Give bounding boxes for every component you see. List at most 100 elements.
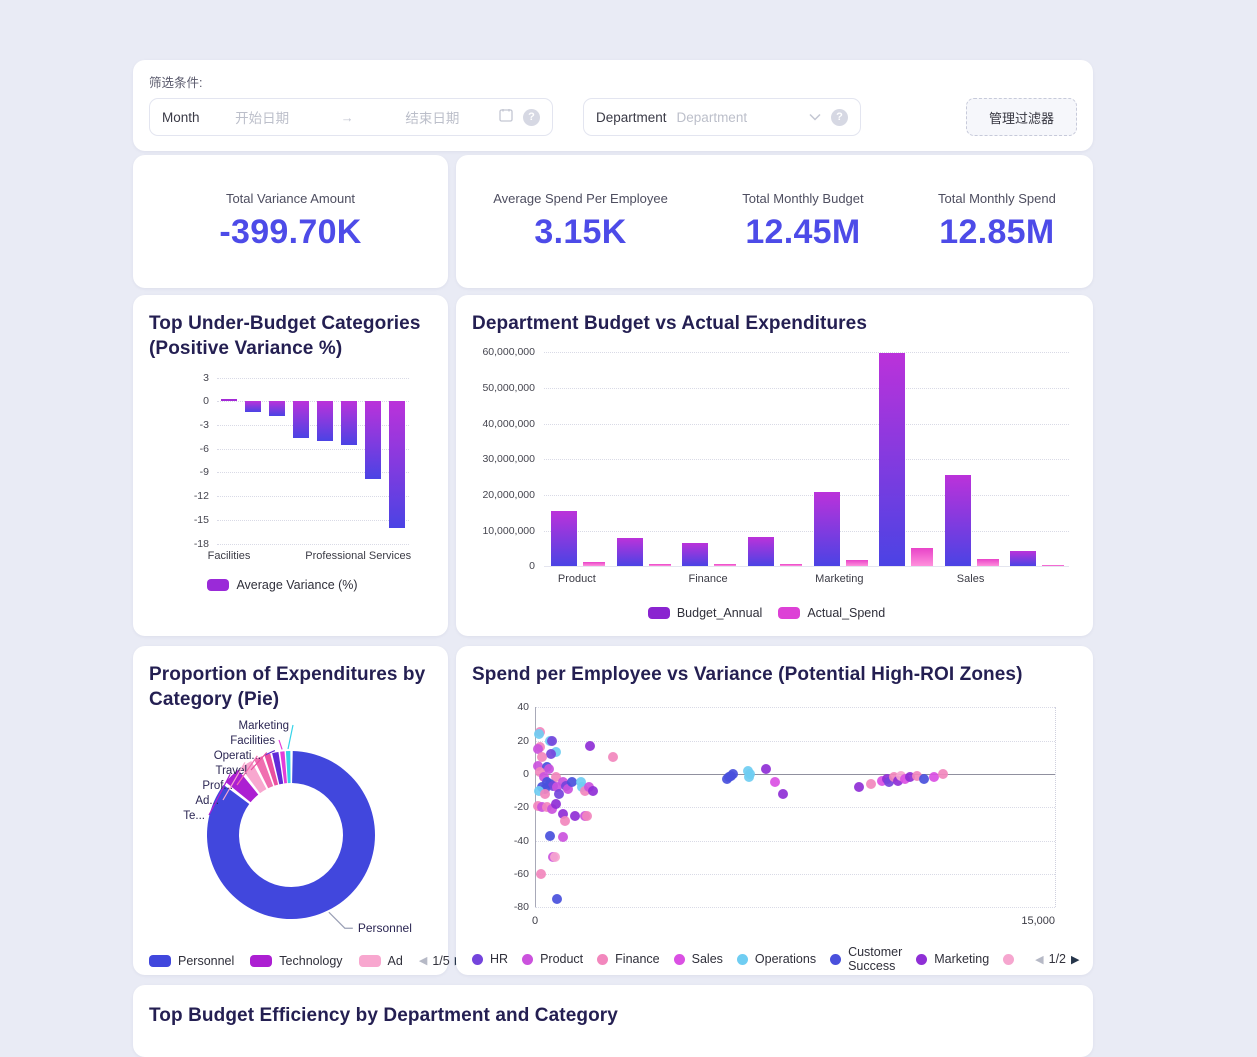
legend-item-Customer Success[interactable]: Customer Success xyxy=(830,945,902,973)
bar-budget-annual[interactable] xyxy=(1010,550,1037,567)
scatter-point-operations[interactable] xyxy=(533,728,544,739)
scatter-point-finance[interactable] xyxy=(536,868,547,879)
bar-budget-annual[interactable] xyxy=(944,475,971,567)
bar-average-variance[interactable] xyxy=(365,401,381,479)
bar-actual-spend[interactable] xyxy=(976,558,999,567)
legend-item-Operations[interactable]: Operations xyxy=(736,952,816,966)
scatter-point-finance[interactable] xyxy=(866,778,877,789)
legend-prev-icon[interactable]: ◀ xyxy=(1035,953,1044,966)
scatter-point-customer-success[interactable] xyxy=(552,893,563,904)
legend-item-Product[interactable]: Product xyxy=(522,952,583,966)
scatter-point-customer-success[interactable] xyxy=(727,768,738,779)
bar-actual-spend[interactable] xyxy=(1042,564,1065,567)
scatter-point-operations[interactable] xyxy=(743,772,754,783)
legend-item-Finance[interactable]: Finance xyxy=(597,952,660,966)
scatter-point-finance[interactable] xyxy=(937,768,948,779)
legend-item-Ad[interactable]: Ad xyxy=(358,954,403,968)
legend-item-Personnel[interactable]: Personnel xyxy=(149,954,234,968)
help-icon[interactable]: ? xyxy=(831,108,848,126)
donut-slice-marketing[interactable] xyxy=(285,750,291,783)
bar-average-variance[interactable] xyxy=(293,401,309,438)
bar-average-variance[interactable] xyxy=(245,401,261,412)
legend-prev-icon[interactable]: ◀ xyxy=(418,955,428,968)
legend-item-Technology[interactable]: Technology xyxy=(250,954,343,968)
scatter-point-marketing[interactable] xyxy=(585,740,596,751)
bar-actual-spend[interactable] xyxy=(583,561,605,567)
legend-next-icon[interactable]: ▶ xyxy=(1071,953,1080,966)
manage-filters-button[interactable]: 管理过滤器 xyxy=(965,98,1077,136)
donut-slice-personnel[interactable] xyxy=(206,750,375,919)
donut-slice-ad[interactable] xyxy=(240,760,267,793)
scatter-point-product[interactable] xyxy=(533,743,544,754)
bar-budget-annual[interactable] xyxy=(616,538,643,567)
scatter-point-marketing[interactable] xyxy=(551,798,562,809)
scatter-point-finance[interactable] xyxy=(559,815,570,826)
scatter-point-sales[interactable] xyxy=(929,772,939,783)
scatter-point-operations[interactable] xyxy=(534,785,545,796)
scatter-point-product[interactable] xyxy=(536,802,547,813)
scatter-point-customer-success[interactable] xyxy=(566,777,577,788)
scatter-point-product[interactable] xyxy=(558,832,569,843)
end-date-placeholder[interactable]: 结束日期 xyxy=(405,111,460,126)
scatter-point-finance[interactable] xyxy=(608,752,618,763)
scatter-point-marketing[interactable] xyxy=(558,808,569,819)
bar-budget-annual[interactable] xyxy=(682,543,709,567)
bar-average-variance[interactable] xyxy=(389,401,405,528)
scatter-point-marketing[interactable] xyxy=(854,782,865,793)
scatter-point-finance[interactable] xyxy=(551,772,562,783)
scatter-point-sales[interactable] xyxy=(876,775,887,786)
bar-actual-spend[interactable] xyxy=(648,563,671,567)
scatter-point-product[interactable] xyxy=(543,763,554,774)
scatter-point-marketing[interactable] xyxy=(760,763,771,774)
scatter-point-customer-success[interactable] xyxy=(918,773,929,784)
scatter-point-other[interactable] xyxy=(550,852,561,863)
bar-actual-spend[interactable] xyxy=(911,548,934,567)
bar-budget-annual[interactable] xyxy=(813,492,840,567)
chevron-down-icon[interactable] xyxy=(809,108,821,126)
bar-average-variance[interactable] xyxy=(341,401,357,445)
scatter-point-product[interactable] xyxy=(551,782,562,793)
donut-slice-travel[interactable] xyxy=(264,753,279,786)
scatter-point-marketing[interactable] xyxy=(904,772,915,783)
bar-actual-spend[interactable] xyxy=(714,564,737,567)
scatter-point-finance[interactable] xyxy=(582,810,593,821)
scatter-point-hr[interactable] xyxy=(546,735,557,746)
bar-budget-annual[interactable] xyxy=(879,352,906,567)
scatter-point-product[interactable] xyxy=(563,783,574,794)
scatter-point-product[interactable] xyxy=(547,803,558,814)
donut-slice-technology[interactable] xyxy=(225,769,259,802)
scatter-point-hr[interactable] xyxy=(554,788,565,799)
bar-budget-annual[interactable] xyxy=(747,537,774,567)
scatter-point-sales[interactable] xyxy=(769,777,780,788)
calendar-icon[interactable] xyxy=(499,108,513,127)
legend-item-Average Variance (%)[interactable]: Average Variance (%) xyxy=(207,578,358,592)
scatter-point-operations[interactable] xyxy=(551,747,562,758)
scatter-point-finance[interactable] xyxy=(911,770,922,781)
bar-budget-annual[interactable] xyxy=(551,510,577,567)
scatter-point-hr[interactable] xyxy=(545,748,556,759)
legend-item-Actual_Spend[interactable]: Actual_Spend xyxy=(778,606,885,620)
legend-item-more[interactable] xyxy=(1003,953,1021,965)
scatter-point-marketing[interactable] xyxy=(587,785,598,796)
bar-average-variance[interactable] xyxy=(317,401,333,441)
scatter-point-marketing[interactable] xyxy=(892,775,903,786)
scatter-point-product[interactable] xyxy=(533,760,544,771)
bar-average-variance[interactable] xyxy=(269,401,285,417)
scatter-point-hr[interactable] xyxy=(883,777,894,788)
scatter-point-finance[interactable] xyxy=(536,752,547,763)
donut-slice-operations[interactable] xyxy=(272,751,284,784)
department-select[interactable]: Department Department ? xyxy=(583,98,861,136)
department-placeholder[interactable]: Department xyxy=(676,109,748,125)
scatter-point-finance[interactable] xyxy=(539,788,550,799)
legend-item-Marketing[interactable]: Marketing xyxy=(916,952,989,966)
donut-slice-facilities[interactable] xyxy=(280,750,287,783)
scatter-point-marketing[interactable] xyxy=(778,788,789,799)
bar-actual-spend[interactable] xyxy=(779,564,802,567)
legend-item-HR[interactable]: HR xyxy=(472,952,508,966)
bar-average-variance[interactable] xyxy=(221,398,237,402)
legend-item-Budget_Annual[interactable]: Budget_Annual xyxy=(647,606,762,620)
bar-actual-spend[interactable] xyxy=(845,559,868,567)
help-icon[interactable]: ? xyxy=(523,108,540,126)
month-range-picker[interactable]: Month 开始日期 → 结束日期 ? xyxy=(149,98,553,136)
donut-slice-professional-services[interactable] xyxy=(254,755,274,788)
